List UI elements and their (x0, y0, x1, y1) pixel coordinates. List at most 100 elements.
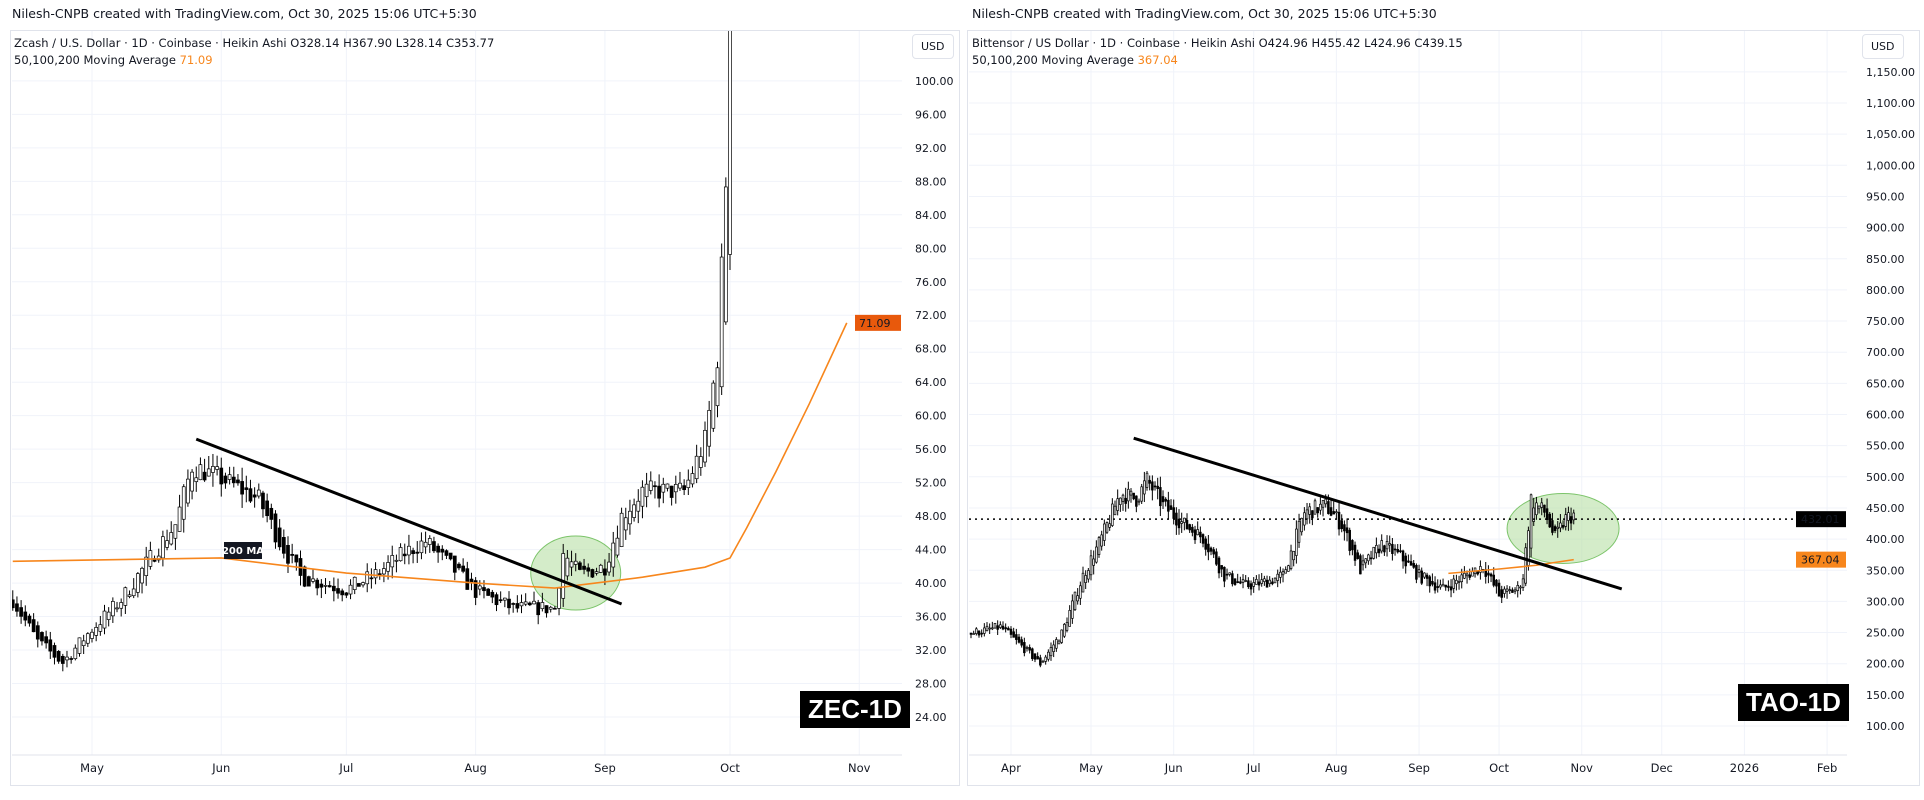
candle (1308, 506, 1311, 515)
candle (1497, 582, 1501, 597)
candle (1335, 511, 1338, 514)
candle (198, 464, 203, 481)
candle (231, 476, 236, 484)
zec-y-tick-label: 88.00 (915, 175, 947, 188)
candle (1332, 511, 1335, 515)
candle (1097, 537, 1101, 555)
candle (1287, 565, 1290, 572)
candle (536, 602, 541, 616)
candle (81, 640, 86, 646)
candle (511, 603, 516, 605)
candle (1105, 522, 1109, 533)
candle (1521, 578, 1525, 588)
tao-y-tick-label: 600.00 (1866, 409, 1905, 422)
tao-currency-button[interactable]: USD (1862, 34, 1904, 59)
candle (1225, 573, 1229, 576)
candle (507, 598, 511, 609)
candle (1132, 492, 1135, 500)
candle (1292, 550, 1295, 561)
candle (1359, 555, 1362, 575)
candle (19, 607, 23, 617)
candle (1513, 589, 1517, 592)
candle (1215, 551, 1218, 565)
candle (294, 554, 299, 563)
candle (473, 580, 478, 598)
candle (1095, 546, 1098, 563)
candle (1156, 485, 1159, 490)
candle (357, 583, 361, 587)
candle (603, 568, 607, 576)
candle (1009, 628, 1013, 635)
candle (1351, 540, 1354, 551)
tao-y-tick-label: 100.00 (1866, 720, 1905, 733)
candle (644, 483, 649, 498)
candle (27, 615, 32, 624)
candle (1172, 507, 1175, 519)
candle (1449, 586, 1453, 591)
zec-y-tick-label: 68.00 (915, 343, 947, 356)
tao-y-tick-label: 1,000.00 (1866, 159, 1915, 172)
candle (365, 571, 370, 585)
candle (1169, 505, 1173, 510)
candle (1340, 520, 1343, 529)
candle (1055, 639, 1058, 649)
candle (48, 639, 53, 652)
candle (1367, 554, 1370, 562)
candle (1137, 500, 1141, 503)
candle (661, 483, 666, 493)
zec-y-tick-label: 84.00 (915, 209, 947, 222)
candle (1433, 582, 1437, 591)
candle (1465, 573, 1469, 577)
candle (1428, 576, 1431, 587)
candle (373, 569, 378, 579)
candle (1263, 578, 1266, 582)
candle (640, 486, 645, 507)
zec-y-tick-label: 80.00 (915, 242, 947, 255)
candle (1167, 499, 1170, 512)
zec-currency-button[interactable]: USD (912, 34, 954, 59)
candle (1148, 479, 1151, 484)
candle (390, 555, 395, 568)
ma-value: 71.09 (179, 53, 213, 67)
tao-y-tick-label: 300.00 (1866, 595, 1905, 608)
zec-y-tick-label: 96.00 (915, 108, 947, 121)
tao-y-tick-label: 850.00 (1866, 253, 1905, 266)
candle (707, 410, 712, 447)
candle (12, 599, 15, 609)
candle (653, 485, 657, 488)
candle (432, 541, 436, 552)
candle (1084, 575, 1087, 583)
candle (1265, 579, 1269, 588)
candle (569, 561, 574, 568)
candle (1455, 579, 1458, 585)
zec-chart-panel[interactable] (10, 30, 960, 786)
tao-chart-panel[interactable] (967, 30, 1920, 786)
candle (110, 601, 115, 617)
tao-y-tick-label: 900.00 (1866, 222, 1905, 235)
candle (144, 556, 149, 576)
candle (1444, 584, 1447, 588)
candle (1284, 569, 1287, 574)
tao-y-tick-label: 800.00 (1866, 284, 1905, 297)
candle (1073, 591, 1077, 611)
candle (1183, 517, 1186, 523)
zec-y-tick-label: 48.00 (915, 510, 947, 523)
candle (665, 483, 670, 489)
candle (673, 484, 678, 493)
candle (690, 473, 695, 485)
candle (996, 625, 999, 630)
candle (352, 576, 357, 590)
candle (991, 627, 994, 630)
candle (544, 605, 549, 614)
candle (106, 611, 111, 620)
candle (1108, 523, 1111, 528)
candle (988, 627, 991, 630)
candle (1423, 572, 1426, 578)
candle (561, 553, 566, 599)
candle (1316, 507, 1319, 514)
candle (1180, 521, 1183, 524)
candle (1495, 579, 1498, 587)
candle (94, 627, 99, 636)
candle (206, 468, 211, 477)
